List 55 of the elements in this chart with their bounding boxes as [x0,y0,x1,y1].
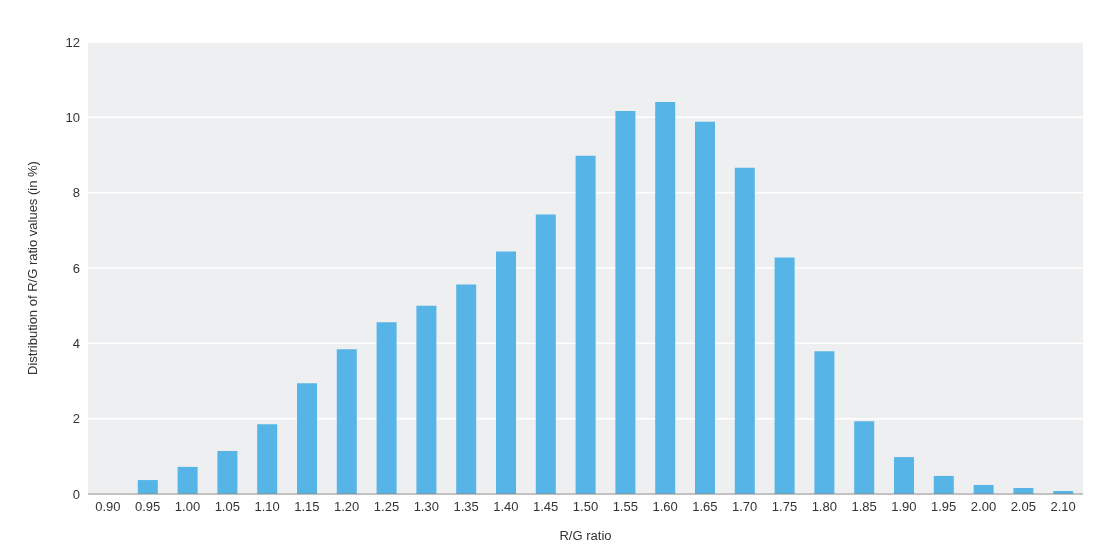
bar [456,284,477,494]
y-tick-label: 2 [72,411,80,427]
x-tick-label: 1.70 [732,499,758,515]
x-tick-label: 1.75 [771,499,798,515]
x-tick-label: 1.40 [493,499,519,515]
bar [535,214,556,494]
y-tick-label: 12 [65,34,80,50]
x-tick-label: 1.25 [373,499,400,515]
x-tick-label: 0.95 [135,499,161,515]
x-tick-label: 0.90 [95,499,121,515]
y-tick-label: 6 [72,260,80,276]
bar [416,305,437,494]
x-tick-label: 1.45 [533,499,559,515]
x-tick-label: 1.95 [931,499,957,515]
bar [376,322,397,494]
bar [297,383,317,494]
bar [615,110,636,494]
x-tick-label: 1.00 [174,499,201,515]
x-tick-label: 1.10 [254,499,280,515]
x-axis-title: R/G ratio [559,528,612,543]
bar [774,257,795,494]
y-tick-label: 10 [65,109,80,125]
x-tick-label: 1.85 [851,499,877,515]
bar [575,155,596,494]
x-tick-label: 1.15 [294,499,320,515]
bar [496,251,516,494]
x-tick-label: 1.80 [811,499,837,515]
x-tick-label: 2.05 [1010,499,1036,515]
y-axis-title: Distribution of R/G ratio values (in %) [24,161,40,375]
x-tick-label: 2.10 [1050,499,1076,515]
bar [217,451,238,494]
y-tick-label: 4 [72,335,80,351]
bar [655,101,676,494]
bar [894,457,914,494]
x-tick-label: 1.30 [413,499,439,515]
bar [734,167,755,494]
bar [137,480,158,494]
x-tick-label: 1.05 [214,499,240,515]
bar [814,351,835,494]
x-tick-label: 1.20 [334,499,360,515]
bar [854,421,875,494]
x-tick-label: 1.55 [612,499,638,515]
y-tick-label: 0 [72,486,80,502]
x-tick-label: 1.65 [692,499,718,515]
x-tick-label: 1.35 [453,499,479,515]
bar [695,121,715,494]
bar [177,466,198,494]
bar [933,475,954,494]
bar [257,424,278,494]
x-tick-label: 2.00 [970,499,997,515]
x-tick-label: 1.60 [652,499,678,515]
x-tick-label: 1.90 [891,499,917,515]
y-tick-label: 8 [72,185,80,201]
x-tick-label: 1.50 [572,499,599,515]
bar [336,349,357,494]
